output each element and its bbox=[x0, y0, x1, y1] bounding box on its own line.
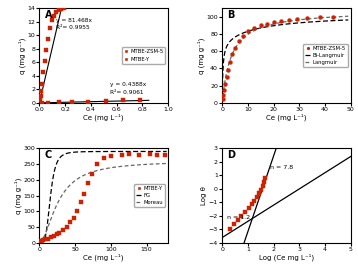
Text: R²= 0.9061: R²= 0.9061 bbox=[110, 90, 144, 95]
Y-axis label: q (mg g⁻¹): q (mg g⁻¹) bbox=[19, 37, 26, 74]
X-axis label: Ce (mg L⁻¹): Ce (mg L⁻¹) bbox=[83, 113, 124, 121]
Text: n = 1.2: n = 1.2 bbox=[227, 215, 250, 219]
X-axis label: Ce (mg L⁻¹): Ce (mg L⁻¹) bbox=[266, 113, 307, 121]
Legend: MTBE-ZSM-5, Bi-Langmuir, Langmuir: MTBE-ZSM-5, Bi-Langmuir, Langmuir bbox=[303, 44, 348, 67]
Y-axis label: q (mg g⁻¹): q (mg g⁻¹) bbox=[198, 37, 205, 74]
Text: y = 0.4388x: y = 0.4388x bbox=[110, 82, 146, 87]
Text: R²= 0.9955: R²= 0.9955 bbox=[56, 25, 90, 30]
Text: A: A bbox=[44, 10, 52, 20]
X-axis label: Log (Ce mg L⁻¹): Log (Ce mg L⁻¹) bbox=[259, 254, 314, 261]
Y-axis label: q (mg g⁻¹): q (mg g⁻¹) bbox=[15, 177, 22, 214]
Legend: MTBE-Y, FG, Moreau: MTBE-Y, FG, Moreau bbox=[134, 184, 165, 207]
Y-axis label: Log θ: Log θ bbox=[201, 186, 207, 205]
Text: y = 81.468x: y = 81.468x bbox=[56, 18, 92, 23]
Text: n = 7.8: n = 7.8 bbox=[270, 165, 293, 170]
X-axis label: Ce (mg L⁻¹): Ce (mg L⁻¹) bbox=[83, 254, 124, 261]
Legend: MTBE-ZSM-5, MTBE-Y: MTBE-ZSM-5, MTBE-Y bbox=[122, 47, 165, 64]
Text: B: B bbox=[227, 10, 234, 20]
Text: C: C bbox=[44, 150, 52, 160]
Text: D: D bbox=[227, 150, 235, 160]
